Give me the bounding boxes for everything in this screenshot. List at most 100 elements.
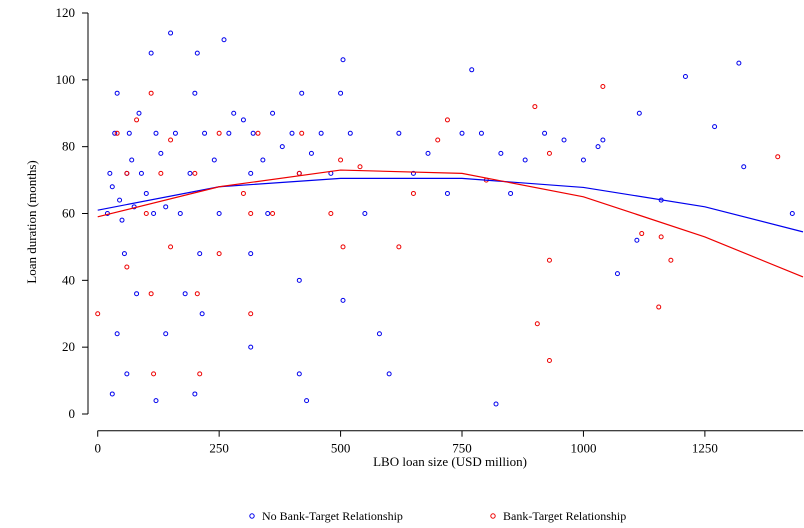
point	[459, 130, 465, 136]
point	[299, 90, 305, 96]
point	[107, 170, 113, 176]
point	[187, 170, 193, 176]
point	[143, 210, 149, 216]
point	[163, 204, 169, 210]
point	[112, 130, 118, 136]
point	[289, 130, 295, 136]
x-tick-label: 500	[331, 441, 351, 456]
point	[153, 130, 159, 136]
point	[340, 297, 346, 303]
point	[600, 84, 606, 90]
point	[508, 190, 514, 196]
fit-line	[97, 177, 804, 233]
point	[255, 130, 261, 136]
point	[296, 170, 302, 176]
point	[340, 57, 346, 63]
legend-marker	[490, 513, 496, 519]
point	[192, 391, 198, 397]
y-tick-label: 0	[69, 406, 76, 421]
legend-marker	[249, 513, 255, 519]
x-tick-label: 250	[209, 441, 229, 456]
point	[542, 130, 548, 136]
point	[296, 277, 302, 283]
x-tick-label: 0	[94, 441, 101, 456]
point	[119, 217, 125, 223]
point	[151, 371, 157, 377]
point	[199, 311, 205, 317]
y-tick-label: 120	[56, 5, 76, 20]
point	[600, 137, 606, 143]
point	[636, 110, 642, 116]
point	[109, 184, 115, 190]
point	[534, 321, 540, 327]
point	[668, 257, 674, 263]
point	[270, 210, 276, 216]
point	[158, 150, 164, 156]
point	[197, 251, 203, 257]
point	[435, 137, 441, 143]
point	[124, 170, 130, 176]
point	[168, 137, 174, 143]
y-tick-label: 100	[56, 72, 76, 87]
point	[444, 190, 450, 196]
point	[240, 117, 246, 123]
point	[498, 150, 504, 156]
point	[168, 30, 174, 36]
point	[376, 331, 382, 337]
point	[318, 130, 324, 136]
point	[444, 117, 450, 123]
point	[425, 150, 431, 156]
point	[386, 371, 392, 377]
point	[493, 401, 499, 407]
point	[138, 170, 144, 176]
point	[136, 110, 142, 116]
y-tick-label: 60	[62, 205, 75, 220]
point	[304, 398, 310, 404]
point	[634, 237, 640, 243]
point	[522, 157, 528, 163]
point	[712, 124, 718, 130]
point	[248, 311, 254, 317]
x-tick-label: 750	[452, 441, 472, 456]
y-tick-label: 80	[62, 139, 75, 154]
point	[109, 391, 115, 397]
point	[143, 190, 149, 196]
point	[328, 210, 334, 216]
point	[347, 130, 353, 136]
point	[134, 291, 140, 297]
point	[124, 264, 130, 270]
legend-label: Bank-Target Relationship	[503, 509, 626, 523]
point	[396, 244, 402, 250]
point	[117, 197, 123, 203]
point	[614, 271, 620, 277]
point	[410, 170, 416, 176]
point	[469, 67, 475, 73]
point	[192, 90, 198, 96]
point	[265, 210, 271, 216]
y-tick-label: 40	[62, 272, 75, 287]
point	[148, 90, 154, 96]
point	[338, 90, 344, 96]
point	[211, 157, 217, 163]
point	[741, 164, 747, 170]
point	[478, 130, 484, 136]
point	[248, 170, 254, 176]
point	[168, 244, 174, 250]
point	[153, 398, 159, 404]
point	[114, 90, 120, 96]
point	[151, 210, 157, 216]
y-axis-label: Loan duration (months)	[24, 160, 39, 283]
point	[546, 257, 552, 263]
point	[561, 137, 567, 143]
point	[639, 231, 645, 237]
point	[546, 358, 552, 364]
point	[299, 130, 305, 136]
point	[158, 170, 164, 176]
point	[148, 291, 154, 297]
point	[129, 157, 135, 163]
point	[248, 251, 254, 257]
point	[532, 104, 538, 110]
point	[95, 311, 101, 317]
